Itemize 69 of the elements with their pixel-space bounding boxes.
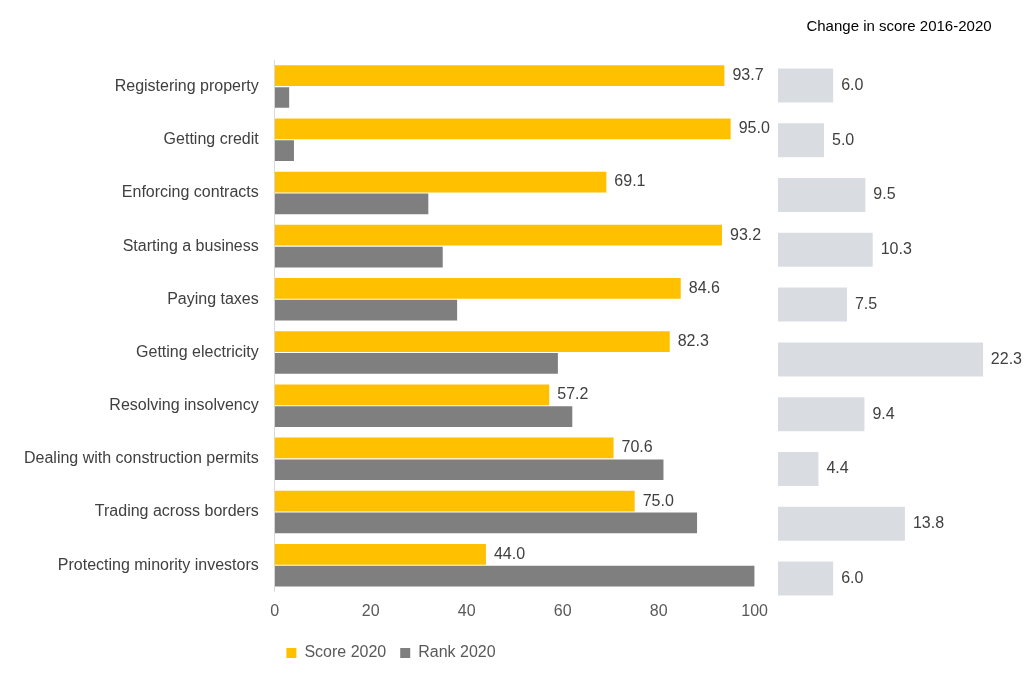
y-tick-label: Starting a business xyxy=(122,236,259,254)
y-tick-label: Enforcing contracts xyxy=(121,183,259,201)
bar xyxy=(274,299,458,321)
data-label: 93.7 xyxy=(732,66,764,84)
bar xyxy=(274,193,429,215)
chart-title: Change in score 2016-2020 xyxy=(806,17,992,35)
x-tick-label: 80 xyxy=(649,601,668,619)
y-tick-label: Getting credit xyxy=(163,130,260,148)
y-tick-label: Dealing with construction permits xyxy=(24,449,259,467)
data-label: 10.3 xyxy=(880,240,912,258)
legend-label: Score 2020 xyxy=(304,643,387,661)
bar xyxy=(274,278,681,299)
bar xyxy=(778,178,866,212)
y-tick-label: Trading across borders xyxy=(94,502,259,520)
bar xyxy=(274,543,486,565)
y-tick-label: Paying taxes xyxy=(167,289,259,307)
legend-label: Rank 2020 xyxy=(418,643,496,661)
bar xyxy=(274,353,558,374)
x-tick-label: 20 xyxy=(361,601,380,619)
x-tick-label: 100 xyxy=(741,601,769,619)
bar xyxy=(274,331,670,352)
bar xyxy=(274,406,573,427)
bar xyxy=(778,506,905,541)
bar xyxy=(778,123,824,158)
data-label: 84.6 xyxy=(688,278,720,296)
data-label: 6.0 xyxy=(841,75,864,93)
y-tick-label: Resolving insolvency xyxy=(109,396,259,414)
bar xyxy=(778,342,984,377)
bar xyxy=(778,452,819,486)
data-label: 69.1 xyxy=(614,172,646,190)
bar xyxy=(274,140,294,162)
bar xyxy=(274,87,290,108)
data-label: 95.0 xyxy=(738,119,770,137)
data-label: 75.0 xyxy=(642,491,674,509)
x-tick-label: 0 xyxy=(270,601,280,619)
bar xyxy=(274,65,725,87)
y-tick-label: Getting electricity xyxy=(136,342,259,360)
bar xyxy=(778,561,834,596)
data-label: 9.4 xyxy=(872,404,895,422)
data-label: 44.0 xyxy=(493,544,526,562)
bar xyxy=(778,397,865,432)
x-tick-label: 40 xyxy=(457,601,476,619)
data-label: 82.3 xyxy=(677,331,709,349)
y-tick-label: Protecting minority investors xyxy=(57,555,259,573)
bar xyxy=(274,459,664,481)
bar xyxy=(274,512,698,534)
data-label: 22.3 xyxy=(990,349,1023,367)
bar xyxy=(274,224,723,246)
bar xyxy=(778,287,847,322)
data-label: 7.5 xyxy=(854,295,878,313)
bar xyxy=(274,246,443,268)
bar xyxy=(778,68,834,103)
bar xyxy=(274,118,731,140)
bar xyxy=(274,490,635,512)
bar xyxy=(778,232,873,267)
data-label: 9.5 xyxy=(873,185,896,203)
data-label: 93.2 xyxy=(730,225,762,243)
data-label: 57.2 xyxy=(557,385,589,403)
data-label: 5.0 xyxy=(831,130,855,148)
data-label: 13.8 xyxy=(912,514,945,532)
data-label: 6.0 xyxy=(841,569,864,587)
bar xyxy=(274,384,550,406)
x-tick-label: 60 xyxy=(553,601,572,619)
data-label: 70.6 xyxy=(621,438,653,456)
y-tick-label: Registering property xyxy=(114,77,259,94)
data-label: 4.4 xyxy=(826,459,849,477)
bar xyxy=(274,565,755,587)
bar xyxy=(274,437,614,459)
bar xyxy=(274,171,607,193)
